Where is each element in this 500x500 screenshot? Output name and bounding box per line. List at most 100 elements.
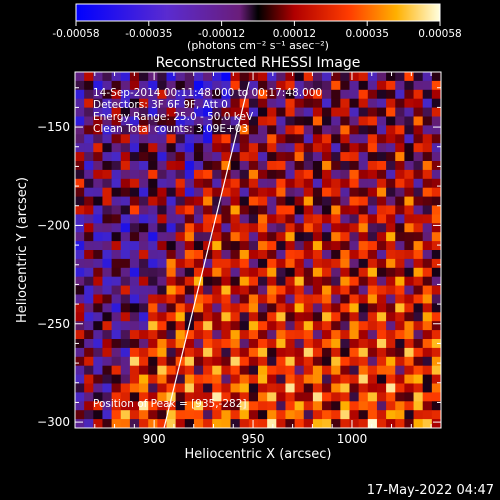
heatmap-cell [294,303,305,313]
heatmap-cell [431,410,441,420]
heatmap-cell [312,374,323,384]
heatmap-cell [184,143,195,153]
heatmap-cell [248,285,259,295]
heatmap-cell [175,365,186,375]
heatmap-cell [84,134,94,144]
heatmap-cell [111,401,122,411]
heatmap-cell [267,134,277,144]
heatmap-cell [148,143,158,153]
heatmap-cell [129,232,140,242]
heatmap-cell [322,152,332,162]
heatmap-cell [294,72,305,82]
heatmap-cell [367,98,378,108]
heatmap-cell [166,285,177,295]
heatmap-cell [422,258,433,269]
heatmap-cell [294,80,305,91]
heatmap-cell [386,321,396,331]
heatmap-cell [212,134,222,144]
heatmap-cell [93,80,103,91]
heatmap-cell [193,303,204,313]
heatmap-cell [212,419,222,428]
heatmap-cell [258,169,268,180]
heatmap-cell [203,205,213,215]
heatmap-cell [404,303,414,313]
heatmap-cell [386,187,396,197]
heatmap-cell [102,258,112,269]
heatmap-cell [166,339,177,349]
heatmap-cell [276,72,286,82]
heatmap-cell [322,303,332,313]
heatmap-cell [129,365,140,375]
heatmap-cell [404,116,414,126]
heatmap-cell [93,241,103,251]
heatmap-cell [367,339,378,349]
heatmap-cell [212,214,222,224]
heatmap-cell [376,205,387,215]
heatmap-cell [129,125,140,135]
heatmap-cell [413,356,424,367]
heatmap-cell [340,232,350,242]
heatmap-cell [239,330,250,340]
heatmap-cell [376,143,387,153]
heatmap-cell [203,392,213,402]
heatmap-cell [358,223,369,233]
heatmap-cell [303,356,314,367]
heatmap-cell [303,196,314,206]
heatmap-cell [431,178,441,189]
heatmap-cell [404,169,414,180]
heatmap-cell [367,232,378,242]
heatmap-cell [312,356,323,367]
heatmap-cell [376,294,387,304]
heatmap-cell [431,143,441,153]
heatmap-cell [395,401,405,411]
heatmap-cell [212,232,222,242]
heatmap-cell [230,98,241,108]
heatmap-cell [340,134,350,144]
heatmap-cell [276,80,286,91]
heatmap-cell [285,187,295,197]
heatmap-cell [422,339,433,349]
heatmap-cell [75,134,85,144]
heatmap-cell [386,205,396,215]
heatmap-cell [157,258,167,269]
heatmap-cell [129,294,140,304]
heatmap-cell [230,116,241,126]
heatmap-cell [258,241,268,251]
heatmap-cell [221,80,231,91]
heatmap-cell [221,89,231,100]
heatmap-cell [230,143,241,153]
heatmap-cell [129,401,140,411]
heatmap-cell [431,80,441,91]
heatmap-cell [367,134,378,144]
heatmap-cell [285,258,295,269]
heatmap-cell [75,410,85,420]
heatmap-cell [422,294,433,304]
heatmap-cell [221,205,231,215]
heatmap-cell [175,178,186,189]
heatmap-cell [422,98,433,108]
heatmap-cell [148,116,158,126]
heatmap-cell [139,134,149,144]
heatmap-cell [340,214,350,224]
heatmap-cell [303,374,314,384]
heatmap-cell [221,152,231,162]
heatmap-cell [404,276,414,286]
solar-limb-line [163,81,250,428]
colorbar-tick-label: -0.00035 [125,28,172,40]
heatmap-cell [230,383,241,393]
heatmap-cell [102,392,112,402]
heatmap-cell [93,419,103,428]
heatmap-cell [367,178,378,189]
heatmap-cell [386,196,396,206]
heatmap-cell [367,285,378,295]
heatmap-cell [193,294,204,304]
heatmap-cell [139,258,149,269]
heatmap-cell [349,347,360,358]
heatmap-cell [212,294,222,304]
heatmap-cell [285,312,295,322]
heatmap-cell [84,258,94,269]
heatmap-cell [413,161,424,171]
heatmap-cell [258,294,268,304]
heatmap-cell [376,223,387,233]
heatmap-cell [139,294,149,304]
